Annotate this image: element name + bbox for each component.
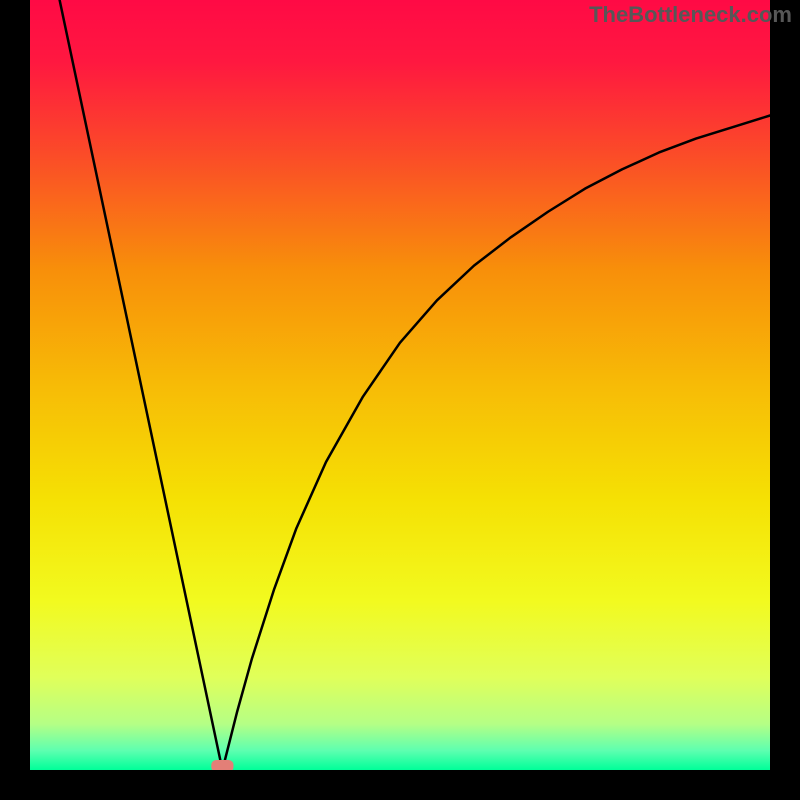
border-right — [770, 0, 800, 800]
chart-container: TheBottleneck.com — [0, 0, 800, 800]
border-left — [0, 0, 30, 800]
chart-svg — [0, 0, 800, 800]
border-bottom — [0, 770, 800, 800]
